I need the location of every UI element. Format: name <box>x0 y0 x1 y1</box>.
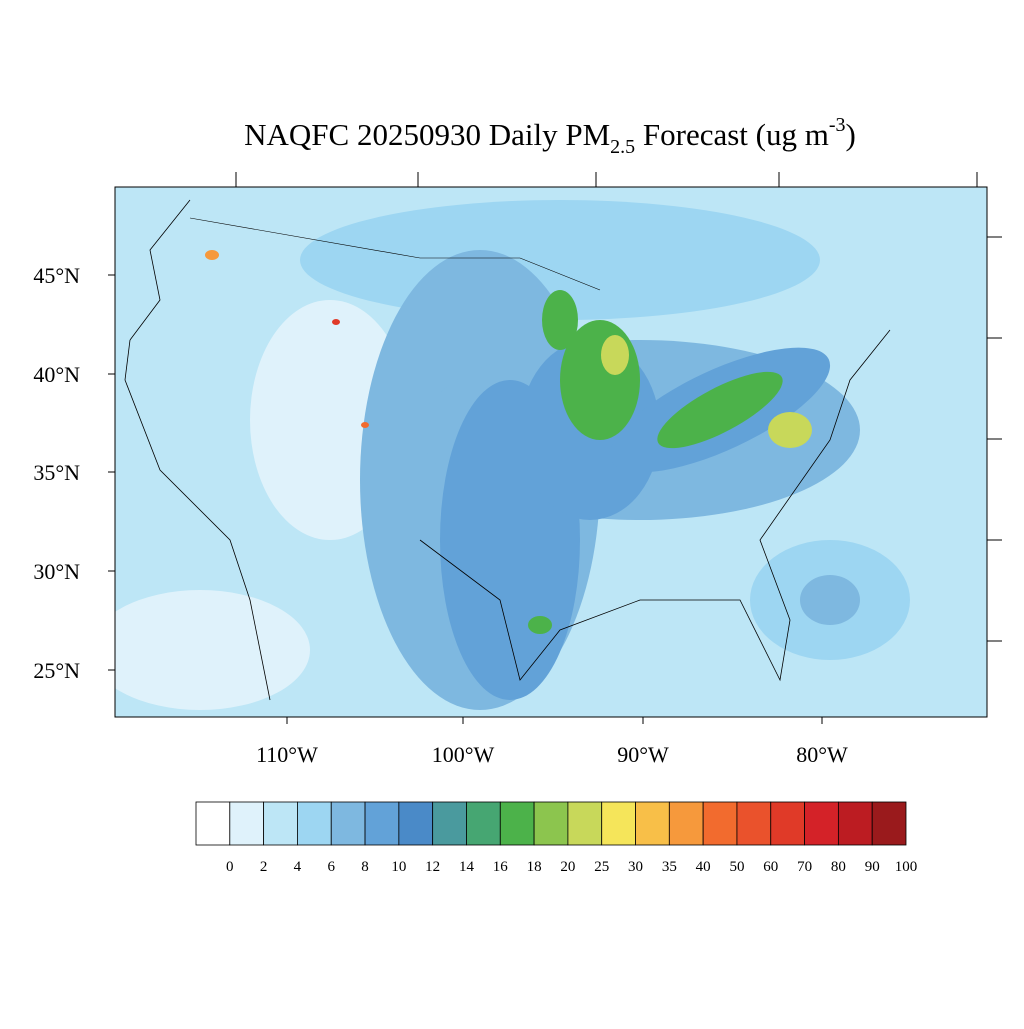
colorbar-label: 10 <box>391 859 406 875</box>
colorbar-box <box>364 801 400 846</box>
colorbar-label: 4 <box>294 859 302 875</box>
colorbar-box <box>297 801 332 846</box>
title-middle: Forecast (ug m <box>635 117 829 152</box>
lon-label: 80°W <box>796 742 848 767</box>
colorbar-box <box>601 801 636 846</box>
title: NAQFC 20250930 Daily PM2.5 Forecast (ug … <box>244 114 856 158</box>
lat-label: 25°N <box>33 658 80 683</box>
colorbar-label: 100 <box>895 859 918 875</box>
lon-label: 100°W <box>432 742 495 767</box>
colorbar-box <box>871 801 907 846</box>
lat-label: 35°N <box>33 460 80 485</box>
map-field <box>115 187 987 717</box>
colorbar-label: 30 <box>628 859 643 875</box>
colorbar-label: 18 <box>527 859 542 875</box>
lon-label: 110°W <box>256 742 318 767</box>
colorbar-box <box>804 801 839 846</box>
colorbar-box <box>736 801 772 846</box>
colorbar-label: 0 <box>226 859 234 875</box>
colorbar-box <box>398 801 434 846</box>
title-end: ) <box>846 117 856 152</box>
colorbar-label: 80 <box>831 859 846 875</box>
colorbar-label: 70 <box>797 859 812 875</box>
colorbar-label: 60 <box>763 859 778 875</box>
colorbar-label: 2 <box>260 859 268 875</box>
lat-label: 40°N <box>33 362 80 387</box>
title-subscript: 2.5 <box>610 136 635 158</box>
colorbar-box <box>229 801 265 846</box>
lat-label: 30°N <box>33 559 80 584</box>
colorbar-label: 6 <box>327 859 335 875</box>
colorbar-label: 14 <box>459 859 475 875</box>
title-main: NAQFC 20250930 Daily PM <box>244 117 610 152</box>
colorbar-label: 12 <box>425 859 440 875</box>
lon-label: 90°W <box>617 742 669 767</box>
colorbar-box <box>466 801 501 846</box>
colorbar-box <box>770 801 805 846</box>
colorbar-box <box>567 801 603 846</box>
colorbar-box <box>330 801 366 846</box>
colorbar-label: 50 <box>729 859 744 875</box>
colorbar-label: 90 <box>865 859 880 875</box>
ticks <box>108 172 1002 724</box>
colorbar-label: 8 <box>361 859 369 875</box>
colorbar-label: 40 <box>696 859 711 875</box>
colorbar-box <box>635 801 670 846</box>
colorbar-box <box>499 801 535 846</box>
colorbar-box <box>195 801 231 846</box>
colorbar-label: 35 <box>662 859 677 875</box>
colorbar-box <box>668 801 704 846</box>
colorbar-box <box>432 801 467 846</box>
colorbar-box <box>702 801 738 846</box>
title-superscript: -3 <box>829 114 846 136</box>
colorbar-box <box>263 801 298 846</box>
lat-label: 45°N <box>33 263 80 288</box>
colorbar-label: 16 <box>493 859 509 875</box>
colorbar-box <box>837 801 873 846</box>
colorbar-label: 20 <box>560 859 575 875</box>
colorbar-label: 25 <box>594 859 609 875</box>
colorbar-box <box>533 801 569 846</box>
